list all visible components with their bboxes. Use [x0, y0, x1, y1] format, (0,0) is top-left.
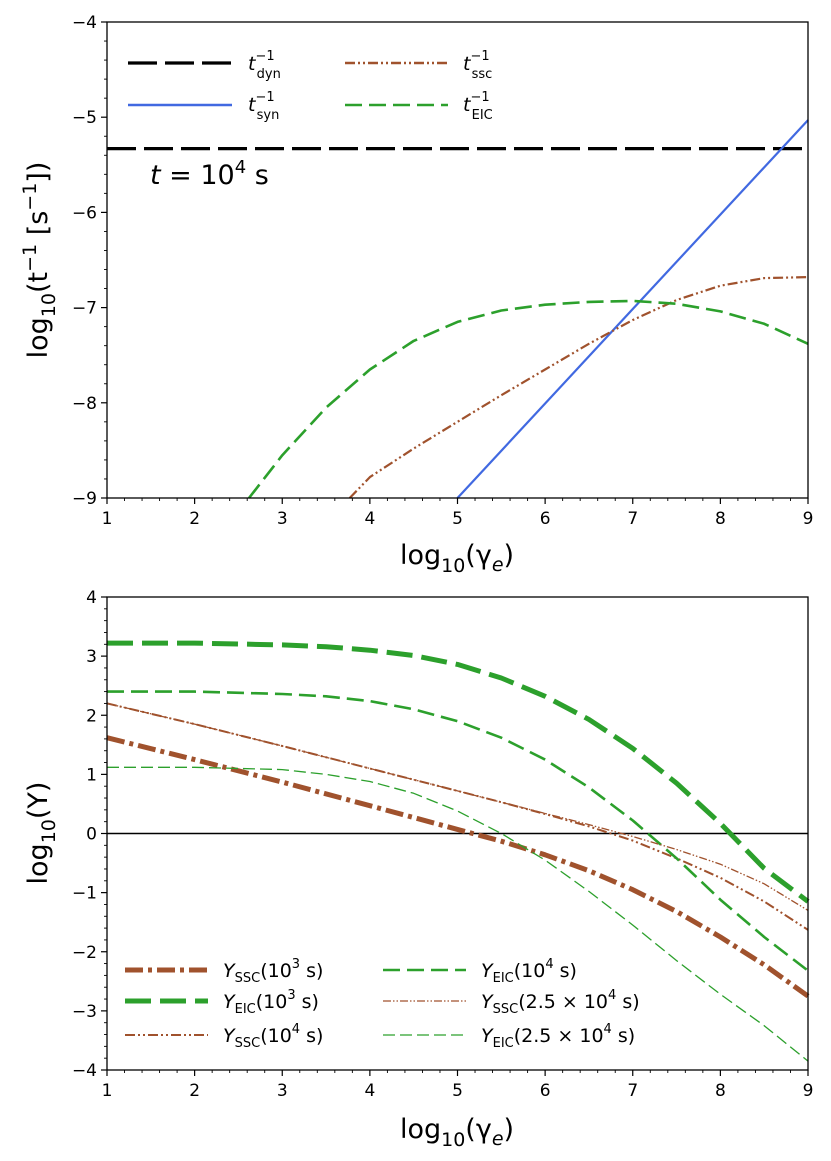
- bottom-xtick-label-7: 8: [715, 1081, 726, 1101]
- bottom-legend: YSSC(103 s) YEIC(103 s) YSSC(104 s) YEIC…: [125, 957, 640, 1051]
- bottom-series-group: [106, 640, 810, 1062]
- legend-label-yssc-1e4: YSSC(104 s): [223, 1022, 323, 1051]
- legend-label-yeic-1e3: YEIC(103 s): [223, 988, 319, 1017]
- top-xtick-label-4: 5: [452, 509, 463, 529]
- bottom-ytick-label-7: 3: [86, 647, 97, 667]
- top-xtick-label-1: 2: [189, 509, 200, 529]
- top-xtick-label-0: 1: [102, 509, 113, 529]
- top-ytick-label-5: −4: [72, 13, 97, 33]
- top-series-2: [348, 276, 809, 499]
- bottom-xtick-label-5: 6: [540, 1081, 551, 1101]
- bottom-xtick-label-6: 7: [627, 1081, 638, 1101]
- top-xtick-label-5: 6: [540, 509, 551, 529]
- top-ytick-label-1: −8: [72, 394, 97, 414]
- bottom-axes-frame: [106, 596, 809, 1071]
- top-series-1: [456, 119, 809, 499]
- bottom-ytick-label-2: −2: [72, 943, 97, 963]
- top-xtick-label-8: 9: [803, 509, 814, 529]
- top-x-axis-label: log10(γe): [400, 540, 514, 577]
- bottom-series-1: [107, 640, 810, 904]
- bottom-x-axis-label: log10(γe): [400, 1114, 514, 1151]
- bottom-ticks-group: 1 2 3 4 5 6 7 8 9 −4 −3 −2 −1 0 1 2 3 4: [72, 588, 813, 1101]
- legend-label-tdyn: t−1 dyn: [248, 49, 281, 82]
- legend-label-yssc-1e3: YSSC(103 s): [223, 957, 323, 986]
- top-annotation-time: t = 104 s: [150, 157, 269, 191]
- top-xtick-label-7: 8: [715, 509, 726, 529]
- bottom-series-5: [107, 766, 809, 1062]
- bottom-panel: 1 2 3 4 5 6 7 8 9 −4 −3 −2 −1 0 1 2 3 4 YSSC(103 s) YEIC(…: [23, 588, 813, 1151]
- bottom-y-axis-label: log10(Y): [23, 782, 60, 885]
- bottom-series-3: [107, 690, 809, 972]
- top-y-axis-label: log10(t−1 [s−1]): [19, 162, 60, 359]
- bottom-series-0: [106, 735, 810, 999]
- legend-label-yeic-1e4: YEIC(104 s): [481, 957, 577, 986]
- top-legend: t−1 dyn t−1 syn t−1 ssc t−1 EIC: [128, 49, 493, 123]
- bottom-xtick-label-2: 3: [277, 1081, 288, 1101]
- top-xtick-label-3: 4: [364, 509, 375, 529]
- bottom-ytick-label-1: −3: [72, 1002, 97, 1022]
- bottom-xtick-label-8: 9: [803, 1081, 814, 1101]
- bottom-series-4: [106, 702, 809, 911]
- bottom-ytick-label-3: −1: [72, 884, 97, 904]
- top-ytick-label-4: −5: [72, 108, 97, 128]
- bottom-series-2: [106, 702, 809, 931]
- bottom-xtick-label-3: 4: [364, 1081, 375, 1101]
- legend-label-yeic-25e4: YEIC(2.5 × 104 s): [481, 1022, 635, 1051]
- top-ytick-label-3: −6: [72, 203, 97, 223]
- legend-label-yssc-25e4: YSSC(2.5 × 104 s): [481, 988, 640, 1017]
- bottom-ytick-label-5: 1: [86, 765, 97, 785]
- top-series-group: [107, 119, 809, 499]
- legend-label-tssc: t−1 ssc: [463, 49, 492, 82]
- bottom-ytick-label-8: 4: [86, 588, 97, 608]
- bottom-xtick-label-4: 5: [452, 1081, 463, 1101]
- bottom-ytick-label-0: −4: [72, 1061, 97, 1081]
- top-panel: 1 2 3 4 5 6 7 8 9 −9 −8 −7 −6 −5 −4 t−1 dyn t−1 syn t−1 s…: [19, 13, 813, 577]
- top-axes-frame: [106, 21, 809, 499]
- legend-label-tsyn: t−1 syn: [248, 90, 279, 123]
- bottom-xtick-label-0: 1: [102, 1081, 113, 1101]
- top-xtick-label-2: 3: [277, 509, 288, 529]
- bottom-ytick-label-4: 0: [86, 825, 97, 845]
- top-ytick-label-0: −9: [72, 489, 97, 509]
- top-xtick-label-6: 7: [627, 509, 638, 529]
- top-ytick-label-2: −7: [72, 299, 97, 319]
- top-series-3: [247, 299, 809, 499]
- top-ticks-group: 1 2 3 4 5 6 7 8 9 −9 −8 −7 −6 −5 −4: [72, 13, 813, 529]
- bottom-xtick-label-1: 2: [189, 1081, 200, 1101]
- bottom-ytick-label-6: 2: [86, 706, 97, 726]
- legend-label-teic: t−1 EIC: [463, 90, 493, 123]
